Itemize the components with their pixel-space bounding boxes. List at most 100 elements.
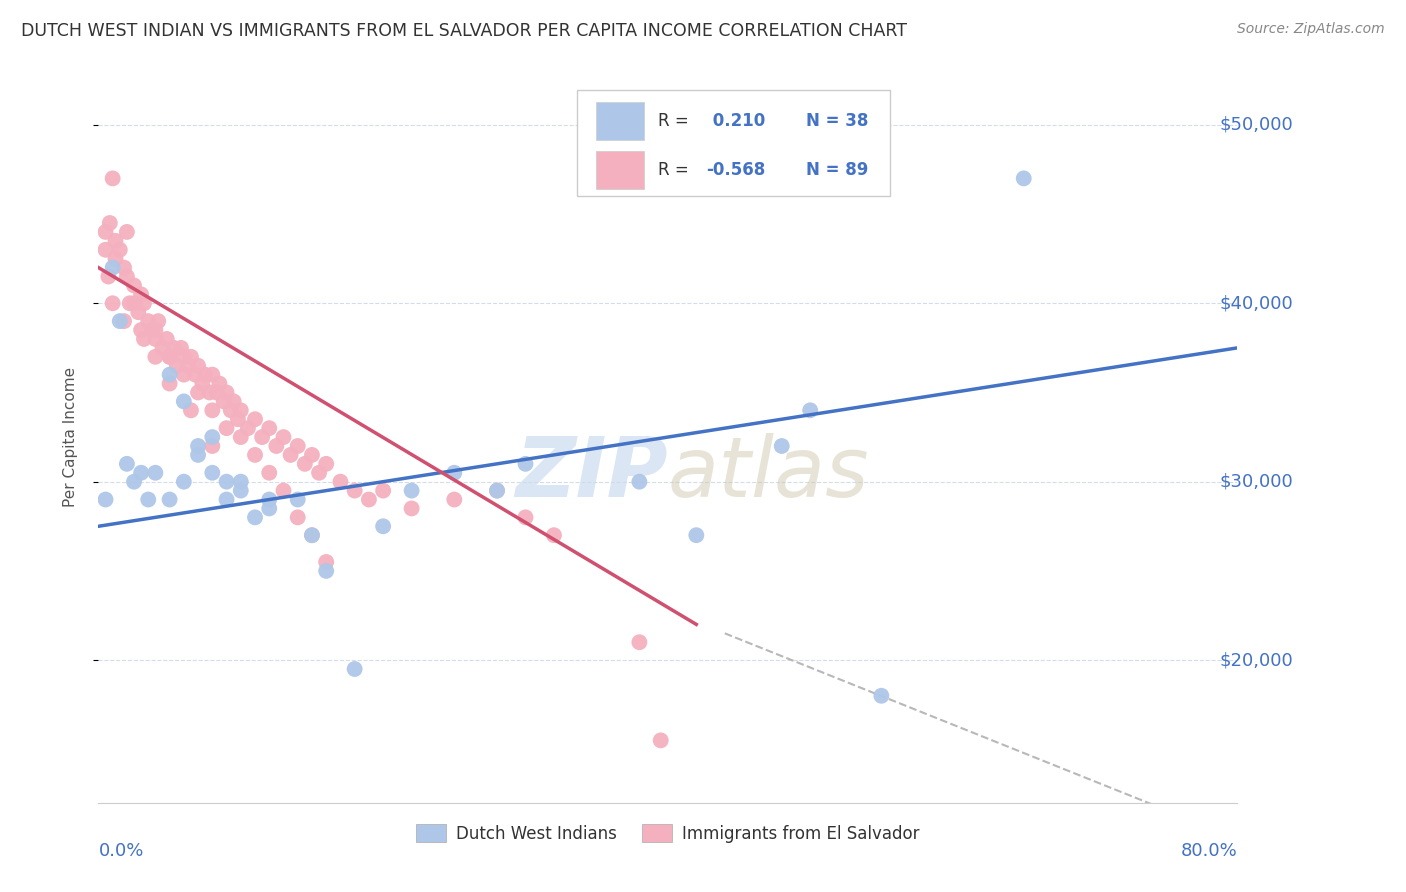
Point	[145, 323, 167, 337]
Point	[184, 368, 207, 382]
Bar	[596, 102, 644, 140]
Text: N = 38: N = 38	[806, 112, 868, 130]
Text: $50,000: $50,000	[1219, 116, 1294, 134]
Point	[132, 332, 155, 346]
Point	[122, 296, 145, 310]
Point	[212, 394, 235, 409]
Point	[515, 457, 537, 471]
Point	[287, 510, 309, 524]
Point	[145, 350, 167, 364]
Point	[343, 483, 366, 498]
Point	[108, 243, 131, 257]
Text: DUTCH WEST INDIAN VS IMMIGRANTS FROM EL SALVADOR PER CAPITA INCOME CORRELATION C: DUTCH WEST INDIAN VS IMMIGRANTS FROM EL …	[21, 22, 907, 40]
Point	[173, 475, 195, 489]
Point	[129, 323, 152, 337]
Point	[870, 689, 893, 703]
Text: 0.0%: 0.0%	[98, 842, 143, 860]
Point	[104, 252, 127, 266]
Point	[287, 439, 309, 453]
Point	[129, 287, 152, 301]
Point	[443, 466, 465, 480]
Text: 80.0%: 80.0%	[1181, 842, 1237, 860]
Point	[799, 403, 821, 417]
Point	[443, 492, 465, 507]
Point	[152, 341, 174, 355]
Point	[543, 528, 565, 542]
Point	[173, 350, 195, 364]
Point	[122, 475, 145, 489]
Point	[259, 421, 281, 435]
Point	[373, 483, 395, 498]
Text: ZIP: ZIP	[515, 434, 668, 514]
Point	[201, 430, 224, 444]
Point	[141, 323, 163, 337]
Point	[329, 475, 352, 489]
Point	[1012, 171, 1035, 186]
Point	[628, 635, 651, 649]
Text: Source: ZipAtlas.com: Source: ZipAtlas.com	[1237, 22, 1385, 37]
Point	[219, 403, 242, 417]
Point	[628, 475, 651, 489]
Point	[259, 466, 281, 480]
Point	[187, 359, 209, 373]
FancyBboxPatch shape	[576, 90, 890, 195]
Point	[226, 412, 249, 426]
Point	[145, 466, 167, 480]
Point	[685, 528, 707, 542]
Point	[115, 225, 138, 239]
Point	[301, 528, 323, 542]
Point	[770, 439, 793, 453]
Point	[94, 243, 117, 257]
Point	[315, 564, 337, 578]
Point	[229, 483, 252, 498]
Point	[108, 314, 131, 328]
Point	[163, 341, 186, 355]
Point	[127, 305, 149, 319]
Point	[215, 475, 238, 489]
Point	[177, 359, 200, 373]
Point	[198, 385, 221, 400]
Point	[156, 332, 179, 346]
Text: $40,000: $40,000	[1219, 294, 1294, 312]
Point	[243, 412, 266, 426]
Point	[301, 448, 323, 462]
Point	[222, 394, 245, 409]
Point	[201, 466, 224, 480]
Point	[173, 368, 195, 382]
Point	[373, 519, 395, 533]
Point	[115, 269, 138, 284]
Point	[250, 430, 273, 444]
Text: $30,000: $30,000	[1219, 473, 1294, 491]
Point	[280, 448, 302, 462]
Point	[486, 483, 509, 498]
Point	[215, 421, 238, 435]
Point	[401, 483, 423, 498]
Point	[266, 439, 288, 453]
Point	[98, 216, 121, 230]
Point	[136, 314, 159, 328]
Point	[101, 171, 124, 186]
Point	[273, 430, 295, 444]
Point	[315, 555, 337, 569]
Point	[243, 448, 266, 462]
Point	[187, 448, 209, 462]
Text: R =: R =	[658, 112, 693, 130]
Point	[194, 368, 217, 382]
Text: R =: R =	[658, 161, 693, 179]
Point	[159, 350, 181, 364]
Point	[229, 403, 252, 417]
Point	[287, 492, 309, 507]
Point	[118, 296, 141, 310]
Text: 0.210: 0.210	[707, 112, 765, 130]
Y-axis label: Per Capita Income: Per Capita Income	[63, 367, 77, 508]
Point	[94, 225, 117, 239]
Text: atlas: atlas	[668, 434, 869, 514]
Point	[166, 359, 188, 373]
Point	[357, 492, 380, 507]
Point	[229, 475, 252, 489]
Point	[101, 296, 124, 310]
Point	[94, 492, 117, 507]
Point	[201, 368, 224, 382]
Legend: Dutch West Indians, Immigrants from El Salvador: Dutch West Indians, Immigrants from El S…	[409, 818, 927, 849]
Point	[294, 457, 316, 471]
